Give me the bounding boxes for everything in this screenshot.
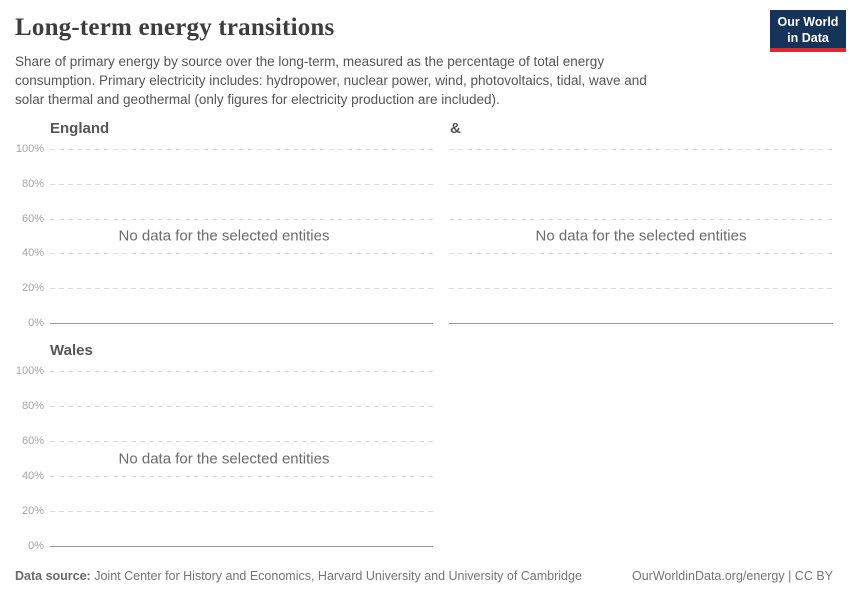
y-axis-tick-label: 60% xyxy=(21,212,44,225)
footer-data-source: Data source: Joint Center for History an… xyxy=(15,569,582,583)
y-axis-tick-label: 80% xyxy=(21,177,44,190)
plot-area xyxy=(449,149,833,324)
y-axis-tick-label: 20% xyxy=(21,505,44,517)
facet-title: England xyxy=(50,120,110,137)
gridline xyxy=(50,253,433,255)
gridline xyxy=(50,183,433,185)
data-source-text: Joint Center for History and Economics, … xyxy=(94,569,582,583)
gridline xyxy=(449,149,833,150)
chart-footer: Data source: Joint Center for History an… xyxy=(15,569,833,583)
chart-subtitle-line: Share of primary energy by source over t… xyxy=(15,54,605,69)
y-axis-tick-label: 100% xyxy=(15,143,44,155)
chart-subtitle-line: solar thermal and geothermal (only figur… xyxy=(15,92,500,107)
y-axis-tick-label: 0% xyxy=(28,540,44,552)
facet-panel-england: England 100% 80% 60% 40% 20% 0% No data … xyxy=(15,115,433,330)
gridline xyxy=(449,218,833,220)
facet-panel-wales: Wales 100% 80% 60% 40% 20% 0% No data fo… xyxy=(15,337,433,552)
axis-baseline xyxy=(50,546,433,547)
no-data-message: No data for the selected entities xyxy=(118,450,330,468)
axis-baseline xyxy=(50,323,433,324)
owid-logo-text-line1: Our World xyxy=(777,15,839,29)
gridline xyxy=(50,288,433,290)
chart-subtitle-line: consumption. Primary electricity include… xyxy=(15,73,647,88)
no-data-message: No data for the selected entities xyxy=(535,227,747,245)
page-title: Long-term energy transitions xyxy=(15,14,335,41)
plot-area: 100% 80% 60% 40% 20% 0% xyxy=(16,143,433,329)
gridline xyxy=(50,441,433,442)
y-axis-tick-label: 20% xyxy=(21,282,44,295)
gridline xyxy=(50,406,433,407)
chart-subtitle: Share of primary energy by source over t… xyxy=(15,52,745,109)
facet-title: & xyxy=(450,120,461,137)
no-data-message: No data for the selected entities xyxy=(118,227,330,245)
facet-panel-ampersand: & No data for the selected entities xyxy=(449,115,833,330)
axis-baseline xyxy=(449,323,833,324)
plot-area: 100% 80% 60% 40% 20% 0% xyxy=(16,365,433,552)
gridline xyxy=(449,288,833,290)
owid-logo-text-line2: in Data xyxy=(787,31,829,45)
owid-logo[interactable]: Our World in Data xyxy=(770,10,846,52)
facet-title: Wales xyxy=(50,342,93,359)
gridline xyxy=(449,183,833,185)
gridline xyxy=(50,511,433,512)
y-axis-tick-label: 80% xyxy=(21,400,44,412)
y-axis-tick-label: 60% xyxy=(21,435,44,447)
y-axis-tick-label: 100% xyxy=(15,365,44,377)
footer-link[interactable]: OurWorldinData.org/energy | CC BY xyxy=(631,569,833,583)
gridline xyxy=(449,253,833,255)
gridline xyxy=(50,476,433,477)
gridline xyxy=(50,149,433,150)
y-axis-tick-label: 0% xyxy=(28,317,44,329)
gridline xyxy=(50,371,433,372)
data-source-label: Data source: xyxy=(15,569,91,583)
y-axis-tick-label: 40% xyxy=(21,470,44,482)
gridline xyxy=(50,218,433,220)
y-axis-tick-label: 40% xyxy=(21,247,44,260)
